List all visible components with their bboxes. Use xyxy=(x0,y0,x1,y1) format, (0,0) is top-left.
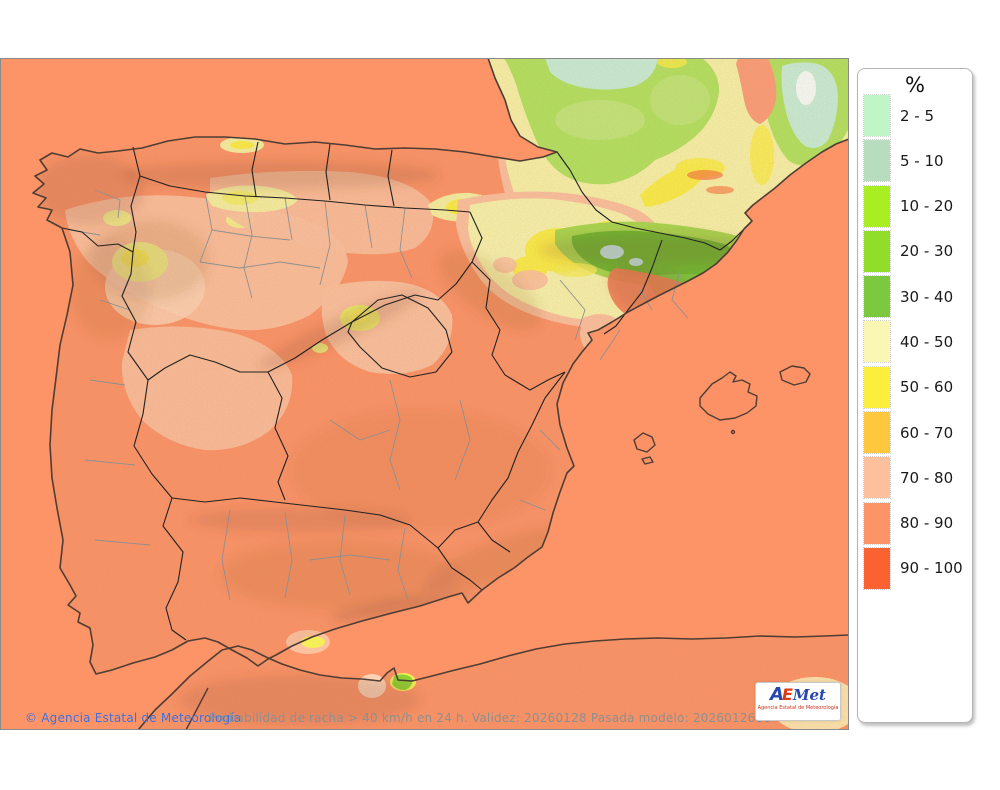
ibiza xyxy=(633,432,656,453)
legend-entry-label: 50 - 60 xyxy=(900,378,954,397)
balearic-islands xyxy=(633,365,811,465)
portugal-spain-border xyxy=(61,227,187,641)
legend-entry-label: 60 - 70 xyxy=(900,423,954,442)
legend-entry-label: 5 - 10 xyxy=(900,151,944,170)
map-run-description: Probabilidad de racha > 40 km/h en 24 h.… xyxy=(209,711,772,725)
legend-entry: 30 - 40 xyxy=(863,275,972,319)
legend-entry: 50 - 60 xyxy=(863,365,972,409)
legend-entry: 70 - 80 xyxy=(863,456,972,500)
legend-entry-label: 70 - 80 xyxy=(900,468,954,487)
legend-swatch xyxy=(863,139,891,183)
legend-entry: 2 - 5 xyxy=(863,94,972,137)
probability-legend: % 2 - 5 5 - 10 10 - 20 20 - 30 30 - 40 40 - 5… xyxy=(857,68,973,723)
spain-france-border xyxy=(556,151,753,251)
coastline xyxy=(32,58,849,730)
legend-swatch xyxy=(863,320,891,364)
legend-entry-label: 2 - 5 xyxy=(900,106,935,125)
menorca xyxy=(779,365,811,386)
legend-entry-label: 80 - 90 xyxy=(900,514,954,533)
aemet-logo: AEMet Agencia Estatal de Meteorología xyxy=(755,682,841,721)
legend-entry: 40 - 50 xyxy=(863,320,972,364)
legend-rows: 2 - 5 5 - 10 10 - 20 20 - 30 30 - 40 40 - 50 5… xyxy=(858,94,972,590)
cabrera xyxy=(730,429,736,435)
logo-letter-a: A xyxy=(770,684,784,705)
legend-swatch xyxy=(863,546,891,590)
legend-entry-label: 90 - 100 xyxy=(900,559,963,578)
legend-entry: 20 - 30 xyxy=(863,229,972,273)
legend-entry: 90 - 100 xyxy=(863,546,972,590)
legend-entry: 10 - 20 xyxy=(863,184,972,228)
formentera xyxy=(641,456,654,465)
province-borders xyxy=(69,189,689,601)
legend-swatch xyxy=(863,365,891,409)
legend-title: % xyxy=(905,73,925,97)
legend-swatch xyxy=(863,501,891,545)
aemet-logo-wordmark: AEMet xyxy=(756,686,840,704)
footer-separator-line xyxy=(185,687,209,730)
africa-coastline xyxy=(137,634,849,730)
legend-swatch xyxy=(863,275,891,319)
map-copyright: © Agencia Estatal de Meteorología xyxy=(25,711,242,725)
logo-letters-met: Met xyxy=(792,686,826,704)
legend-swatch xyxy=(863,411,891,455)
legend-entry-label: 10 - 20 xyxy=(900,197,954,216)
legend-swatch xyxy=(863,456,891,500)
legend-entry-label: 30 - 40 xyxy=(900,287,954,306)
madrid-border xyxy=(347,294,453,378)
legend-swatch xyxy=(863,94,891,137)
mallorca xyxy=(699,371,758,421)
legend-entry-label: 40 - 50 xyxy=(900,332,954,351)
map-frame xyxy=(0,58,849,730)
legend-swatch xyxy=(863,229,891,273)
regional-borders xyxy=(61,141,753,641)
legend-entry-label: 20 - 30 xyxy=(900,242,954,261)
legend-entry: 5 - 10 xyxy=(863,139,972,183)
legend-swatch xyxy=(863,184,891,228)
aemet-logo-subtitle: Agencia Estatal de Meteorología xyxy=(757,705,839,711)
logo-letter-e: E xyxy=(781,685,793,704)
legend-entry: 80 - 90 xyxy=(863,501,972,545)
legend-entry: 60 - 70 xyxy=(863,411,972,455)
wind-gust-probability-map xyxy=(0,58,849,730)
